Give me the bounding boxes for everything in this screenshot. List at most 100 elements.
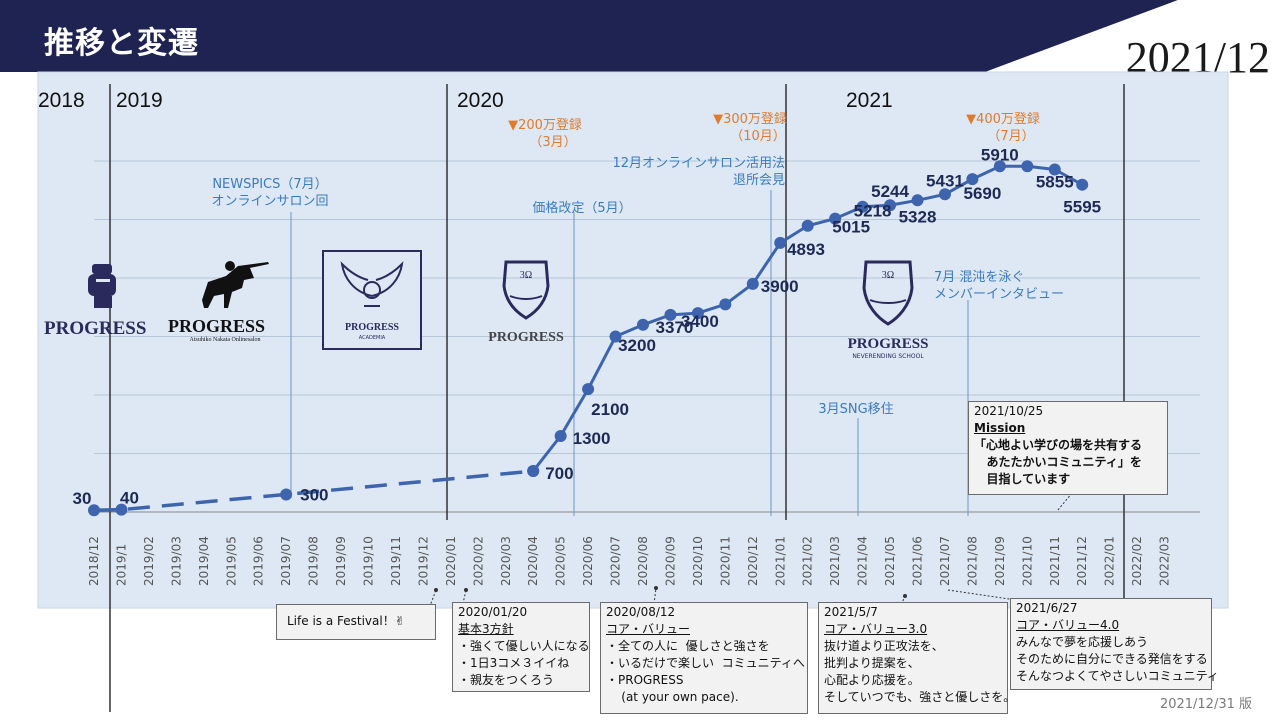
connector-dot bbox=[903, 594, 907, 598]
logo-text: PROGRESS bbox=[488, 330, 564, 345]
header-background bbox=[0, 0, 1280, 72]
data-label: 5690 bbox=[963, 184, 1001, 203]
data-label: 5595 bbox=[1063, 198, 1101, 217]
data-label: 3400 bbox=[681, 312, 719, 331]
data-point bbox=[966, 173, 979, 186]
box-line: ・強くて優しい人になる bbox=[458, 639, 590, 653]
data-point bbox=[1021, 160, 1034, 173]
logo-subtext: Atsuhiko Nakata Onlinesalon bbox=[189, 337, 261, 343]
data-point bbox=[582, 383, 595, 396]
data-point bbox=[664, 308, 677, 321]
header-bar: 推移と変遷 bbox=[0, 0, 1280, 72]
data-label: 5244 bbox=[871, 182, 909, 201]
data-point bbox=[280, 488, 293, 501]
progress-shield-logo-2020: 3Ω PROGRESS bbox=[480, 256, 572, 346]
data-point bbox=[609, 330, 622, 343]
box-line: 批判より提案を、 bbox=[824, 656, 920, 670]
data-label: 300 bbox=[300, 485, 328, 504]
x-tick-label: 2020/10 bbox=[691, 536, 705, 586]
data-label: 5910 bbox=[981, 145, 1019, 164]
box-line: ・1日3コメ３イイね bbox=[458, 656, 570, 670]
page-title: 推移と変遷 bbox=[44, 26, 199, 61]
box-line: そんなつよくてやさしいコミュニティ bbox=[1016, 669, 1219, 683]
data-label: 1300 bbox=[573, 429, 611, 448]
x-tick-label: 2019/1 bbox=[114, 544, 128, 586]
logo-subtext: ACADEMIA bbox=[358, 335, 386, 341]
box-2020-08-12: 2020/08/12 コア・バリュー ・全ての人に 優しさと強さを ・いるだけで… bbox=[600, 602, 808, 714]
data-point bbox=[911, 194, 924, 207]
year-label: 2021 bbox=[846, 89, 893, 112]
annotation-text: 価格改定（5月） bbox=[532, 200, 631, 216]
x-tick-label: 2020/04 bbox=[526, 536, 540, 586]
data-point bbox=[691, 307, 704, 320]
connector-dot bbox=[464, 588, 468, 592]
box-connector bbox=[461, 589, 467, 609]
box-line: ・親友をつくろう bbox=[458, 673, 555, 687]
data-label: 5328 bbox=[899, 207, 937, 226]
x-tick-label: 2019/12 bbox=[416, 536, 430, 586]
box-line: 「心地よい学びの場を共有する bbox=[974, 438, 1143, 452]
box-2020-01-20: 2020/01/20 基本3方針 ・強くて優しい人になる ・1日3コメ３イイね … bbox=[452, 602, 590, 692]
box-line: 心配より応援を。 bbox=[824, 673, 920, 687]
data-label: 3900 bbox=[761, 277, 799, 296]
data-point bbox=[88, 504, 100, 517]
data-label: 5431 bbox=[926, 171, 964, 190]
svg-text:3Ω: 3Ω bbox=[520, 270, 532, 281]
milestone-sub: （7月） bbox=[987, 129, 1034, 144]
year-label: 2018 bbox=[38, 89, 85, 112]
box-connector bbox=[653, 587, 657, 605]
x-tick-label: 2019/11 bbox=[389, 536, 403, 586]
box-connector bbox=[947, 589, 1017, 601]
x-tick-label: 2020/12 bbox=[746, 536, 760, 586]
x-tick-label: 2021/09 bbox=[993, 536, 1007, 586]
data-point bbox=[554, 429, 567, 442]
box-date: 2021/10/25 bbox=[974, 404, 1044, 418]
data-point bbox=[637, 318, 649, 331]
progress-academia-logo: PROGRESS ACADEMIA bbox=[322, 250, 422, 350]
data-label: 5218 bbox=[854, 202, 892, 221]
annotation-text: 12月オンラインサロン活用法 bbox=[612, 156, 785, 171]
data-label: 30 bbox=[73, 489, 92, 508]
data-point bbox=[719, 298, 732, 311]
x-tick-label: 2019/03 bbox=[169, 536, 183, 586]
milestone-sub: （10月） bbox=[730, 129, 786, 144]
x-tick-label: 2021/11 bbox=[1048, 536, 1062, 586]
progress-logo-horse: PROGRESS Atsuhiko Nakata Onlinesalon bbox=[168, 252, 282, 343]
box-line: (at your own pace). bbox=[606, 690, 739, 704]
x-tick-label: 2020/06 bbox=[581, 536, 595, 586]
x-tick-label: 2019/05 bbox=[224, 536, 238, 586]
box-line: そしていつでも、強さと優しさを。 bbox=[824, 690, 1016, 704]
x-tick-label: 2020/03 bbox=[499, 536, 513, 586]
x-tick-label: 2022/02 bbox=[1130, 536, 1144, 586]
data-point bbox=[829, 212, 842, 225]
box-2021-05-07: 2021/5/7 コア・バリュー3.0 抜け道より正攻法を、 批判より提案を、 … bbox=[818, 602, 1016, 714]
annotation-text: 3月SNG移住 bbox=[818, 402, 893, 417]
svg-text:3Ω: 3Ω bbox=[882, 270, 894, 281]
x-tick-label: 2019/10 bbox=[362, 536, 376, 586]
x-tick-label: 2021/10 bbox=[1020, 536, 1034, 586]
year-label: 2020 bbox=[457, 89, 504, 112]
data-label: 700 bbox=[545, 464, 573, 483]
milestone-text: ▼200万登録 bbox=[508, 118, 582, 133]
x-tick-label: 2019/09 bbox=[334, 536, 348, 586]
data-point bbox=[993, 160, 1006, 173]
logo-subtext: NEVERENDING SCHOOL bbox=[852, 353, 924, 360]
x-tick-label: 2019/04 bbox=[197, 536, 211, 586]
x-tick-label: 2020/07 bbox=[609, 536, 623, 586]
x-tick-label: 2020/02 bbox=[471, 536, 485, 586]
data-label: 40 bbox=[120, 489, 139, 508]
box-line: 抜け道より正攻法を、 bbox=[824, 639, 944, 653]
x-tick-label: 2021/01 bbox=[773, 536, 787, 586]
data-label: 3200 bbox=[618, 336, 656, 355]
milestone-sub: （3月） bbox=[529, 135, 576, 150]
x-tick-label: 2022/01 bbox=[1103, 536, 1117, 586]
box-title: コア・バリュー4.0 bbox=[1016, 618, 1120, 632]
x-tick-label: 2021/08 bbox=[965, 536, 979, 586]
festival-text: Life is a Festival！✌ bbox=[287, 614, 405, 628]
x-tick-label: 2021/04 bbox=[856, 536, 870, 586]
logo-text: PROGRESS bbox=[168, 316, 266, 336]
data-label: 5015 bbox=[832, 218, 870, 237]
logo-text: PROGRESS bbox=[345, 322, 399, 333]
box-date: 2020/08/12 bbox=[606, 605, 676, 619]
